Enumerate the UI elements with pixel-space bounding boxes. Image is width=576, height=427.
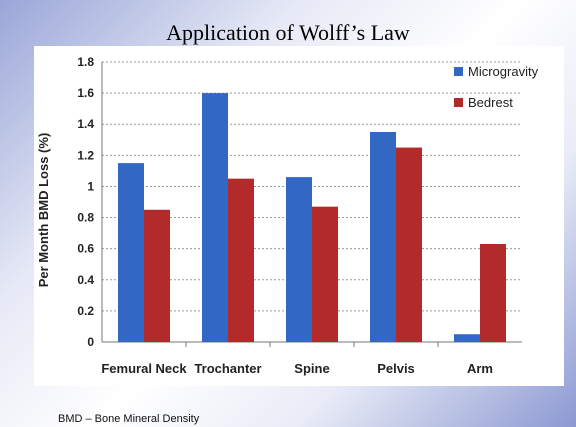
- y-tick-label: 0.6: [77, 242, 94, 256]
- x-tick-label: Arm: [467, 361, 493, 376]
- y-tick-label: 1.4: [77, 117, 94, 131]
- y-tick-label: 0.2: [77, 304, 94, 318]
- y-tick-label: 0.8: [77, 211, 94, 225]
- legend-label: Microgravity: [468, 64, 539, 79]
- bar-microgravity: [454, 334, 480, 342]
- bar-microgravity: [202, 93, 228, 342]
- bar-microgravity: [286, 177, 312, 342]
- y-tick-label: 1.6: [77, 86, 94, 100]
- x-tick-label: Femural Neck: [101, 361, 187, 376]
- y-axis-label: Per Month BMD Loss (%): [36, 132, 51, 288]
- bar-microgravity: [370, 132, 396, 342]
- y-tick-label: 1: [87, 179, 94, 193]
- y-tick-label: 1.8: [77, 55, 94, 69]
- bar-bedrest: [144, 209, 170, 342]
- legend-swatch: [454, 98, 463, 107]
- y-tick-label: 0: [87, 335, 94, 349]
- x-tick-label: Pelvis: [377, 361, 415, 376]
- bar-bedrest: [396, 147, 422, 342]
- bar-chart: 0 0.2 0.4 0.6 0.8 1 1.2 1.4 1.6 1.8 Femural Neck Tr…: [77, 55, 539, 376]
- y-tick-label: 1.2: [77, 148, 94, 162]
- y-tick-label: 0.4: [77, 273, 94, 287]
- x-tick-label: Trochanter: [194, 361, 261, 376]
- legend-swatch: [454, 67, 463, 76]
- legend-label: Bedrest: [468, 95, 513, 110]
- bar-microgravity: [118, 163, 144, 342]
- slide-title: Application of Wolff’s Law: [166, 20, 410, 45]
- chart-panel: 0 0.2 0.4 0.6 0.8 1 1.2 1.4 1.6 1.8 Femural Neck Tr…: [34, 46, 564, 386]
- bar-bedrest: [480, 244, 506, 342]
- footnote: BMD – Bone Mineral Density: [58, 413, 200, 425]
- bar-bedrest: [312, 206, 338, 342]
- bar-bedrest: [228, 178, 254, 342]
- x-tick-label: Spine: [294, 361, 329, 376]
